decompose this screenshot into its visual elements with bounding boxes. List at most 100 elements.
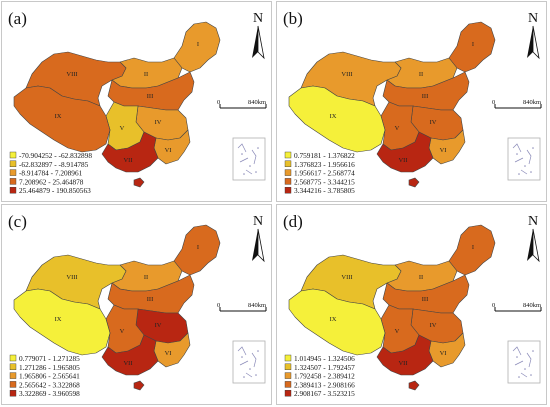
legend-swatch [284,381,292,388]
north-label: N [253,214,263,229]
north-label: N [528,11,538,26]
region-label-IV: IV [430,119,437,126]
map-panel-c: I II III IV V VI VII VIII IX (c) N 0 840km 0.779071 -… [1,204,272,405]
legend-entry: 2.908167 - 3.523215 [294,389,355,398]
region-label-V: V [395,125,400,132]
china-map [13,224,221,391]
scale-zero-label: 0 [217,302,220,309]
panel-label: (c) [8,212,27,231]
legend-entry: 0.779071 - 1.271285 [19,354,80,363]
south-china-sea-inset [507,340,541,384]
legend-swatch [9,151,17,159]
region-IX [288,288,386,356]
region-label-IV: IV [155,322,162,329]
north-label: N [253,11,263,26]
legend-entry: 3.344216 - 3.785805 [294,186,355,195]
legend-entry: 1.965806 - 2.565641 [19,372,80,381]
china-map [288,224,496,391]
region-label-II: II [419,274,423,281]
region-label-VI: VI [440,350,447,357]
region-label-V: V [120,125,125,132]
china-map [13,21,221,188]
scale-distance-label: 840km [523,302,541,309]
region-label-III: III [147,93,154,100]
legend-swatch [284,363,292,371]
region-VII [101,334,159,376]
legend-swatch [9,389,17,397]
region-IX [13,85,111,153]
panel-label: (d) [283,212,303,231]
legend-swatch [284,186,292,194]
legend-entry: 2.389413 - 2.908166 [294,380,355,389]
region-label-II: II [144,274,148,281]
scale-bar [219,104,267,109]
region-label-III: III [422,296,429,303]
scale-zero-label: 0 [492,99,495,106]
region-VII [376,334,434,376]
north-arrow-icon [527,25,540,60]
legend-swatch [9,354,17,362]
legend: -70.904252 - -62.832898-62.832897 - -8.9… [9,151,92,195]
region-label-II: II [144,71,148,78]
legend-entry: 1.014945 - 1.324506 [294,354,355,363]
legend-swatch [9,381,17,388]
legend-swatch [9,372,17,379]
region-label-II: II [419,71,423,78]
south-china-sea-inset [507,137,541,181]
legend-entry: -62.832897 - -8.914785 [19,160,89,169]
region-label-IV: IV [155,119,162,126]
legend-swatch [9,160,17,168]
legend-entry: 1.376823 - 1.956616 [294,160,355,169]
legend-swatch [284,151,292,159]
region-label-VIII: VIII [66,274,77,281]
scale-distance-label: 840km [248,302,266,309]
region-label-IX: IX [330,113,337,120]
region-label-I: I [197,41,199,48]
region-VII [376,131,434,173]
region-IX [13,288,111,356]
scale-zero-label: 0 [492,302,495,309]
region-label-VIII: VIII [341,274,352,281]
region-label-III: III [147,296,154,303]
legend-entry: 3.322869 - 3.960598 [19,389,80,398]
scale-distance-label: 840km [523,99,541,106]
legend-entry: 0.759181 - 1.376822 [294,151,355,160]
region-label-I: I [197,244,199,251]
region-label-VI: VI [165,350,172,357]
legend-entry: -70.904252 - -62.832898 [19,151,92,160]
north-arrow-icon [252,228,265,263]
legend-swatch [9,363,17,371]
region-label-III: III [422,93,429,100]
region-label-I: I [472,41,474,48]
region-label-VIII: VIII [66,71,77,78]
legend-entry: -8.914784 - 7.208961 [19,169,83,178]
north-arrow-icon [252,25,265,60]
region-label-V: V [120,328,125,335]
legend-swatch [9,178,17,185]
region-label-VII: VII [398,157,407,164]
north-label: N [528,214,538,229]
region-label-VI: VI [440,147,447,154]
legend-entry: 2.568775 - 3.344215 [294,177,355,186]
legend-entry: 2.565642 - 3.322868 [19,380,80,389]
region-label-VII: VII [398,360,407,367]
region-label-V: V [395,328,400,335]
legend-swatch [9,186,17,194]
region-label-IX: IX [330,316,337,323]
legend-entry: 7.208962 - 25.464878 [19,177,84,186]
region-VII [101,131,159,173]
legend-swatch [284,389,292,397]
legend-swatch [284,372,292,379]
hainan-island [133,380,145,391]
legend-entry: 1.956617 - 2.568774 [294,169,355,178]
legend-entry: 1.271286 - 1.965805 [19,363,80,372]
hainan-island [408,380,420,391]
legend-swatch [284,160,292,168]
legend-entry: 1.324507 - 1.792457 [294,363,355,372]
